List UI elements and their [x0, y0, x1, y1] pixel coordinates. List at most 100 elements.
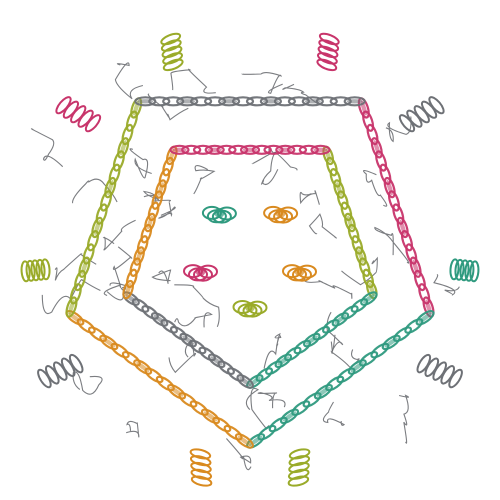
peripheral-helix-coil: [288, 461, 310, 474]
outer-helix-coil: [302, 392, 322, 408]
middle-helix-coil: [207, 353, 226, 369]
loop-strand: [54, 253, 97, 281]
loop-strand: [114, 62, 144, 100]
outer-helix-coil: [301, 96, 324, 107]
peripheral-helix-coil: [428, 96, 445, 115]
loop-strand: [363, 169, 388, 207]
outer-helix-coil: [409, 256, 422, 278]
peripheral-helix-coil: [37, 368, 52, 389]
middle-helix-coil: [286, 144, 308, 155]
middle-helix-coil: [355, 246, 367, 266]
outer-helix-coil: [95, 203, 108, 225]
outer-helix-coil: [313, 383, 333, 400]
outer-helix-coil: [223, 424, 243, 441]
loop-strand: [257, 392, 286, 409]
middle-helix-coil: [144, 212, 156, 233]
middle-helix-coil: [303, 332, 321, 348]
peripheral-helix-coil: [30, 259, 41, 282]
outer-helix-coil: [69, 283, 82, 305]
outer-helix-coil: [383, 176, 396, 199]
middle-helix-coil: [226, 367, 245, 382]
peripheral-helix-coil: [449, 258, 460, 281]
loop-strand: [374, 226, 410, 264]
middle-helix-coil: [331, 312, 350, 327]
outer-helix-coil: [370, 137, 383, 159]
outer-helix-coil: [396, 216, 409, 239]
loop-strand: [260, 150, 279, 186]
outer-helix-coil: [189, 400, 209, 416]
peripheral-helix-coil: [287, 475, 310, 487]
loop-strand: [193, 165, 216, 195]
outer-helix-coil: [268, 416, 288, 433]
middle-helix-coil: [155, 179, 167, 199]
peripheral-helix-coil: [317, 45, 339, 59]
outer-helix-coil: [82, 243, 95, 265]
loop-strand: [170, 68, 216, 94]
middle-helix-coil: [344, 212, 356, 233]
loop-strand: [102, 219, 136, 251]
inner-domains: [183, 205, 317, 318]
middle-helix-coil: [310, 144, 331, 155]
peripheral-helix-coil: [318, 39, 340, 52]
middle-helix-coil: [204, 144, 225, 155]
middle-helix-coil: [198, 346, 216, 362]
outer-helix-coil: [315, 96, 338, 107]
loop-strand: [299, 190, 320, 205]
outer-helix-coil: [108, 163, 121, 185]
outer-helix-coil: [200, 408, 221, 425]
middle-helix-coil: [147, 201, 160, 222]
outer-helix-coil: [218, 96, 241, 107]
outer-helix-coil: [404, 318, 424, 334]
loop-strand: [385, 116, 412, 143]
outer-helix-coil: [259, 96, 282, 107]
middle-helix-coil: [251, 144, 272, 155]
outer-helix-coil: [91, 216, 104, 239]
middle-helix-coil: [169, 325, 188, 341]
loop-strand: [174, 284, 220, 328]
middle-helix-coil: [336, 190, 349, 210]
outer-helix-coil: [99, 334, 119, 351]
peripheral-helix-coil: [288, 455, 311, 467]
loop-strand: [433, 274, 460, 296]
peripheral-helix-coil: [318, 32, 340, 46]
middle-helix-coil: [326, 156, 338, 177]
middle-helix-coil: [239, 144, 261, 155]
peripheral-helix-coil: [464, 259, 475, 282]
middle-helix-coil: [179, 332, 197, 348]
outer-helix-coil: [121, 123, 134, 146]
loop-strand: [72, 371, 103, 395]
loop-strand: [263, 332, 282, 369]
peripheral-helix-coil: [40, 258, 51, 281]
peripheral-helix-coil: [20, 260, 31, 283]
loop-strand: [398, 394, 410, 444]
outer-helix-coil: [117, 137, 130, 159]
outer-helix-coil: [370, 342, 390, 359]
outer-helix-coil: [121, 350, 141, 367]
middle-helix-coil: [122, 279, 135, 300]
loop-strand: [168, 339, 197, 374]
peripheral-helix-bundles: [20, 32, 480, 487]
peripheral-helix-coil: [25, 259, 36, 282]
outer-helix-coil: [347, 359, 367, 375]
outer-helix-coil: [167, 383, 187, 400]
peripheral-helix-coil: [55, 96, 72, 115]
peripheral-helix-coil: [454, 258, 465, 281]
outer-helix-coil: [381, 334, 401, 351]
peripheral-helix-coil: [448, 368, 463, 389]
middle-helix-coil: [274, 353, 293, 369]
outer-helix-coil: [231, 96, 255, 107]
loop-strand: [308, 213, 337, 239]
peripheral-helix-coil: [317, 52, 338, 65]
peripheral-helix-coil: [287, 468, 310, 480]
middle-helix-coil: [136, 235, 149, 255]
inner-domain-core: [214, 207, 225, 218]
peripheral-helix-coil: [288, 448, 311, 460]
loop-strand: [151, 269, 172, 285]
outer-helix-coil: [134, 96, 157, 107]
outer-helix-ring: [65, 96, 435, 449]
middle-helix-coil: [216, 144, 237, 155]
inner-domain-core: [294, 266, 305, 277]
outer-helix-coil: [65, 296, 78, 318]
middle-helix-coil: [347, 223, 360, 244]
